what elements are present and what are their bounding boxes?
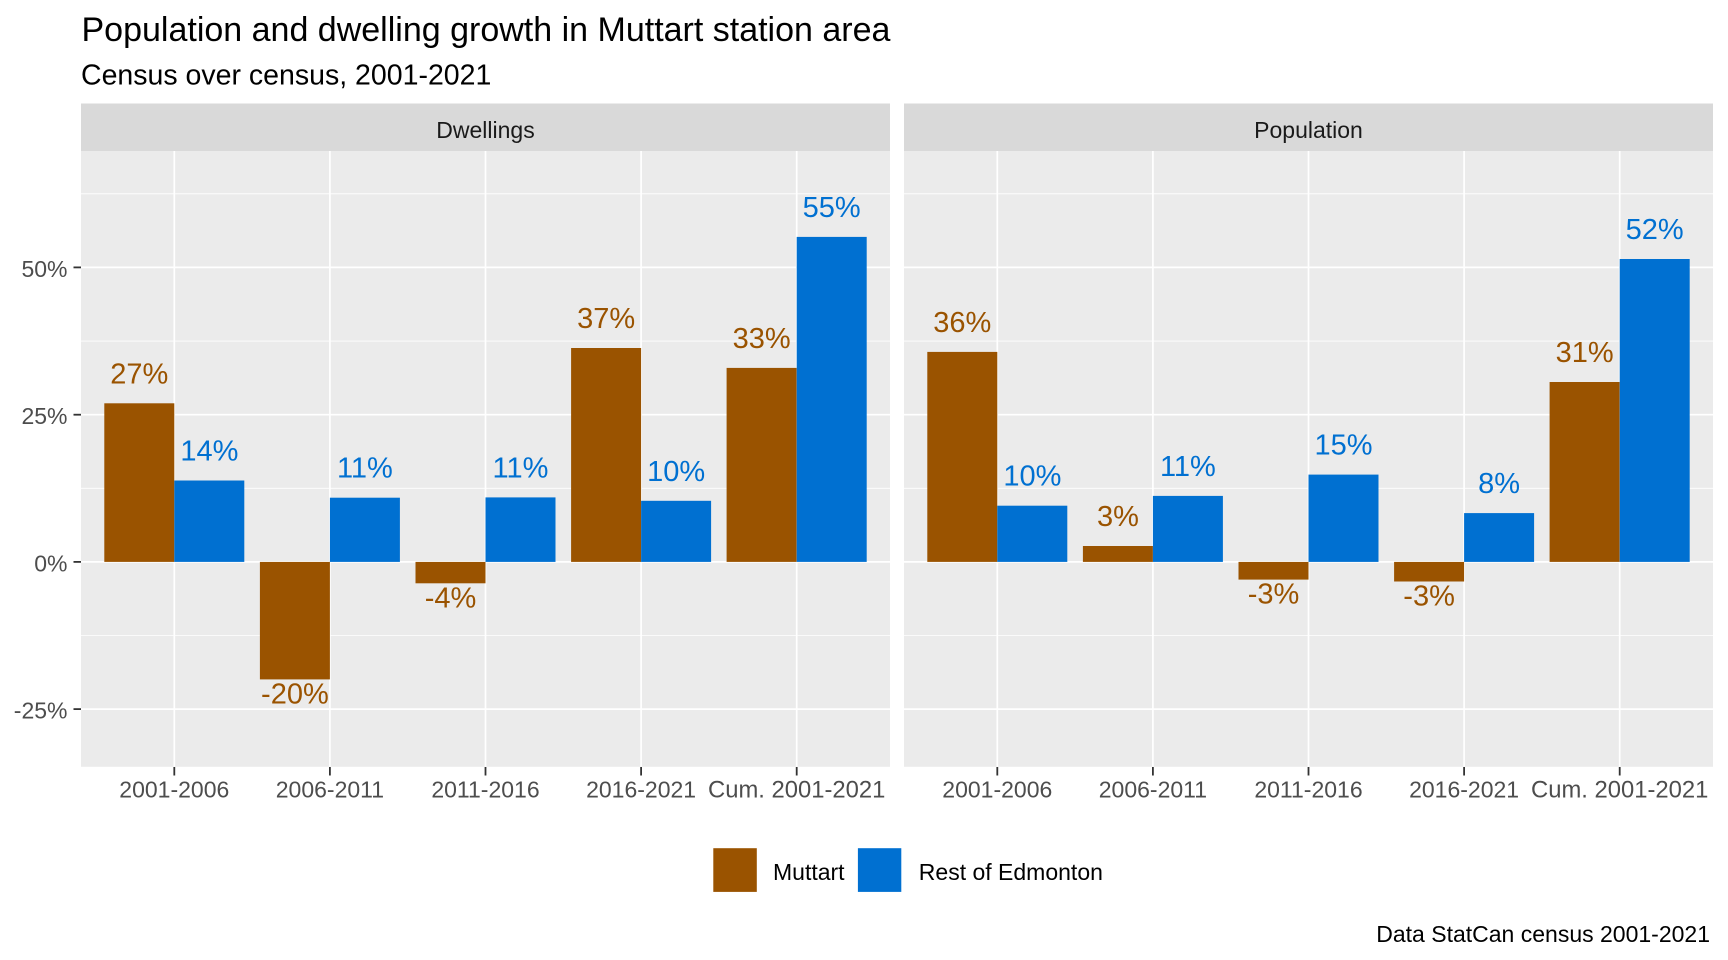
svg-text:2011-2016: 2011-2016: [431, 777, 539, 803]
svg-text:Dwellings: Dwellings: [436, 117, 534, 143]
svg-text:2001-2006: 2001-2006: [119, 777, 229, 803]
svg-text:37%: 37%: [577, 303, 635, 335]
svg-text:14%: 14%: [180, 436, 238, 468]
svg-text:Rest of Edmonton: Rest of Edmonton: [919, 859, 1103, 885]
svg-text:31%: 31%: [1556, 337, 1614, 369]
svg-text:2006-2011: 2006-2011: [276, 777, 384, 803]
svg-text:-20%: -20%: [261, 678, 329, 710]
svg-text:Population and dwelling growth: Population and dwelling growth in Muttar…: [82, 11, 891, 49]
svg-text:-4%: -4%: [425, 582, 477, 614]
svg-text:2006-2011: 2006-2011: [1099, 777, 1207, 803]
svg-text:11%: 11%: [337, 453, 393, 485]
svg-text:36%: 36%: [933, 307, 991, 339]
svg-text:0%: 0%: [34, 550, 67, 576]
svg-text:Cum. 2001-2021: Cum. 2001-2021: [1531, 777, 1708, 804]
svg-text:11%: 11%: [493, 452, 549, 484]
svg-text:27%: 27%: [110, 358, 168, 390]
svg-text:2011-2016: 2011-2016: [1254, 777, 1362, 803]
svg-text:52%: 52%: [1626, 214, 1684, 246]
svg-text:-25%: -25%: [14, 698, 68, 724]
svg-text:-3%: -3%: [1403, 581, 1455, 613]
svg-text:8%: 8%: [1478, 468, 1520, 500]
svg-text:-3%: -3%: [1248, 579, 1300, 611]
svg-text:Data StatCan census 2001-2021: Data StatCan census 2001-2021: [1376, 921, 1710, 947]
svg-text:15%: 15%: [1314, 430, 1372, 462]
svg-text:50%: 50%: [21, 256, 67, 282]
svg-text:2016-2021: 2016-2021: [1409, 777, 1519, 803]
svg-text:10%: 10%: [647, 456, 705, 488]
svg-text:10%: 10%: [1003, 461, 1061, 493]
svg-text:2001-2006: 2001-2006: [942, 777, 1052, 803]
svg-text:11%: 11%: [1160, 451, 1216, 483]
svg-text:25%: 25%: [21, 403, 67, 429]
svg-text:Census over census, 2001-2021: Census over census, 2001-2021: [81, 59, 491, 91]
svg-text:55%: 55%: [803, 192, 861, 224]
svg-text:2016-2021: 2016-2021: [586, 777, 696, 803]
svg-text:Cum. 2001-2021: Cum. 2001-2021: [708, 777, 885, 804]
svg-text:3%: 3%: [1097, 501, 1139, 533]
svg-text:33%: 33%: [733, 323, 791, 355]
svg-text:Population: Population: [1254, 117, 1363, 143]
svg-text:Muttart: Muttart: [773, 859, 845, 885]
